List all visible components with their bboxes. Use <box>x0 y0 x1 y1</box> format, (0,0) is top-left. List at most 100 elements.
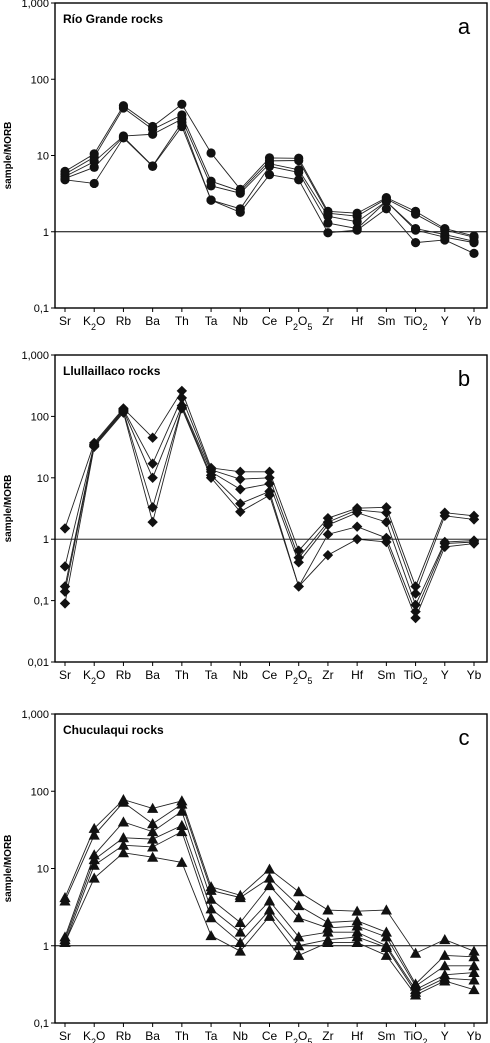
data-point <box>380 904 392 915</box>
x-tick-label: Rb <box>116 668 132 682</box>
data-point <box>176 392 188 404</box>
data-point <box>351 920 363 931</box>
x-tick-label: Nb <box>233 1029 249 1043</box>
data-point <box>468 514 480 525</box>
data-point <box>88 872 100 883</box>
data-point <box>468 984 480 995</box>
panel-letter: a <box>458 14 471 39</box>
data-point <box>264 161 275 171</box>
data-point <box>380 931 392 942</box>
data-point <box>263 910 276 921</box>
data-point <box>322 926 334 937</box>
data-point <box>381 196 391 207</box>
data-point <box>147 833 159 844</box>
x-tick-label: Ba <box>145 314 160 328</box>
data-point <box>88 854 100 865</box>
x-tick-label: Th <box>175 314 189 328</box>
data-point <box>293 581 304 592</box>
x-tick-label: TiO2 <box>404 668 428 686</box>
data-point <box>205 884 217 895</box>
panel-letter: b <box>458 366 470 391</box>
x-tick-label: P2O5 <box>285 1029 312 1043</box>
data-point <box>235 473 246 485</box>
data-point <box>205 893 217 904</box>
data-point <box>381 204 391 214</box>
data-point <box>351 905 363 916</box>
x-tick-label: Yb <box>467 1029 482 1043</box>
data-point <box>410 606 421 617</box>
data-point <box>351 936 363 948</box>
data-point <box>205 912 217 923</box>
data-point <box>294 155 304 166</box>
data-point <box>323 228 333 238</box>
data-point <box>88 859 100 870</box>
data-point <box>410 612 421 624</box>
data-point <box>439 975 451 986</box>
data-point <box>234 916 246 927</box>
y-tick-label: 1,000 <box>21 350 49 362</box>
data-point <box>381 516 392 528</box>
data-point <box>468 974 480 985</box>
data-point <box>439 934 451 945</box>
data-point <box>59 936 71 948</box>
series-line-4 <box>64 406 475 613</box>
x-tick-label: Rb <box>116 314 132 328</box>
y-axis-label: sample/MORB <box>3 835 14 903</box>
data-point <box>439 949 451 960</box>
data-point <box>59 586 71 597</box>
data-point <box>410 599 421 611</box>
chart-title: Llullaillaco rocks <box>63 364 161 378</box>
data-point <box>469 238 479 248</box>
y-tick-label: 10 <box>37 151 49 163</box>
data-point <box>351 521 363 532</box>
chart-panel-c: 0,1 1 10 100 1,000 Sr K2O Rb Ba Th Ta Nb Ce P2O5 Zr Hf S… <box>3 709 488 1043</box>
x-tick-label: Hf <box>351 668 364 682</box>
x-tick-label: Sr <box>59 668 71 682</box>
data-point <box>234 936 246 948</box>
data-point <box>322 916 334 927</box>
data-point <box>263 863 276 874</box>
data-point <box>205 472 217 483</box>
x-tick-label: Hf <box>351 314 364 328</box>
data-point <box>323 211 333 221</box>
data-point <box>206 181 216 191</box>
x-tick-label: Ba <box>145 668 160 682</box>
y-axis-label: sample/MORB <box>3 475 14 543</box>
data-point <box>176 798 188 809</box>
data-point <box>59 895 71 906</box>
data-point <box>59 561 71 572</box>
x-tick-label: Sm <box>377 668 395 682</box>
y-tick-label: 0,01 <box>28 657 49 669</box>
data-point <box>117 816 130 827</box>
data-point <box>352 225 362 235</box>
data-point <box>176 403 188 414</box>
data-point <box>117 847 130 858</box>
data-point <box>118 133 129 143</box>
chart-panel-b: 0,01 0,1 1 10 100 1,000 Sr K2O Rb Ba Th Ta Nb Ce P2O5 Z… <box>3 350 488 686</box>
data-point <box>468 966 480 978</box>
x-tick-label: K2O <box>83 314 105 332</box>
data-point <box>294 175 304 185</box>
x-tick-label: Yb <box>467 314 482 328</box>
data-point <box>206 195 216 205</box>
data-point <box>410 209 421 219</box>
data-point <box>147 472 158 483</box>
x-tick-label: K2O <box>83 1029 105 1043</box>
data-point <box>410 225 421 235</box>
data-point <box>176 856 188 867</box>
data-point <box>439 541 450 553</box>
data-point <box>409 947 422 958</box>
data-point <box>235 188 245 198</box>
x-tick-label: Ba <box>145 1029 160 1043</box>
data-point <box>235 466 246 478</box>
x-tick-label: Y <box>441 314 449 328</box>
data-point <box>89 441 100 452</box>
data-point <box>381 502 392 513</box>
data-point <box>293 545 304 556</box>
data-point <box>352 217 362 227</box>
data-point <box>147 432 158 443</box>
x-tick-label: Y <box>441 1029 449 1043</box>
data-point <box>440 235 450 245</box>
data-point <box>147 802 159 813</box>
